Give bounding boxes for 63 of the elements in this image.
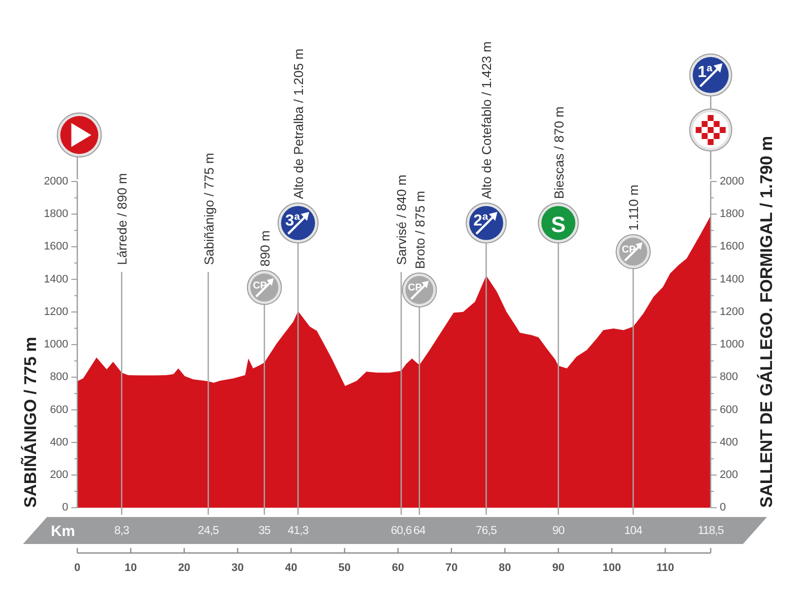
x2-tick-label: 41,3 [288, 525, 308, 537]
text: 1ª [698, 64, 712, 81]
y2-tick-label: 1200 [720, 306, 744, 318]
x2-tick-label: 24,5 [198, 525, 219, 537]
x2-tick-label: 76,5 [476, 525, 497, 537]
x-tick-label: 100 [602, 562, 621, 574]
annotation: 2ª [473, 212, 488, 229]
ref-line-label: 1.110 m [626, 184, 641, 231]
x-tick-label: 40 [284, 562, 298, 574]
y-tick-label: 200 [50, 469, 68, 482]
y-tick-label: 2000 [44, 176, 68, 188]
x2-tick-label: 60,6 [390, 525, 412, 537]
x2-tick-label: 90 [552, 525, 564, 537]
x-tick-label: 110 [656, 562, 674, 574]
x2-tick-label: 35 [258, 525, 270, 537]
annotation: CP [252, 280, 268, 291]
x-tick-label: 60 [392, 562, 404, 574]
y2-tick-label: 600 [720, 404, 738, 416]
annotation: CP [622, 244, 636, 255]
y2-tick-label: 1400 [720, 273, 744, 286]
x-tick-label: 90 [552, 562, 564, 574]
ref-line-label: 890 m [256, 230, 272, 267]
x-tick-label: 80 [498, 562, 512, 574]
ref-line-label: Alto de Cotefablo / 1.423 m [478, 41, 494, 199]
y-tick-label: 400 [50, 436, 68, 448]
y-tick-label: 800 [50, 371, 68, 384]
y2-tick-label: 2000 [720, 176, 744, 188]
x-tick-label: 20 [178, 562, 190, 574]
y-tick-label: 1000 [44, 338, 68, 351]
ref-line-label: Alto de Petralba / 1.205 m [290, 48, 306, 199]
x2-tick-label: 118,5 [698, 525, 724, 537]
ref-line-label: Lárrede / 890 m [114, 173, 130, 265]
y-tick-label: 1400 [44, 273, 68, 286]
y2-axis-title: SALLENT DE GÁLLEGO. FORMIGAL / 1.790 m [756, 136, 776, 508]
y2-tick-label: 400 [720, 436, 738, 448]
y-tick-label: 1600 [44, 240, 68, 253]
ref-line-label: Broto / 875 m [412, 190, 427, 269]
y2-tick-label: 1000 [720, 338, 744, 351]
x-tick-label: 50 [338, 562, 351, 574]
x2-tick-label: 8,3 [114, 525, 130, 537]
ref-line-label: Biescas / 870 m [550, 106, 566, 199]
ref-line-label: Sabiñánigo / 775 m [200, 152, 216, 265]
y2-tick-label: 200 [720, 469, 738, 482]
annotation: S [551, 212, 566, 236]
x-tick-label: 30 [232, 562, 244, 574]
y-tick-label: 1800 [44, 208, 68, 220]
annotation: 3ª [285, 212, 300, 229]
annotation: CP [408, 282, 422, 294]
y2-tick-label: 1800 [720, 208, 744, 220]
ref-line-label: Sarvisé / 840 m [394, 174, 409, 265]
y2-tick-label: 0 [720, 502, 726, 514]
y-tick-label: 1200 [44, 306, 68, 318]
y-tick-label: 0 [62, 502, 68, 514]
y2-tick-label: 1600 [720, 240, 744, 253]
x-tick-label: 10 [124, 562, 137, 574]
x-tick-label: 70 [445, 562, 458, 574]
y-tick-label: 600 [50, 404, 68, 416]
y2-tick-label: 800 [720, 371, 738, 384]
x2-axis-title: Km [50, 522, 76, 540]
x2-tick-label: 104 [624, 525, 644, 537]
x-tick-label: 0 [74, 562, 80, 574]
x2-tick-label: 64 [413, 525, 426, 537]
y-axis-title: SABIÑÁNIGO / 775 m [20, 336, 40, 508]
